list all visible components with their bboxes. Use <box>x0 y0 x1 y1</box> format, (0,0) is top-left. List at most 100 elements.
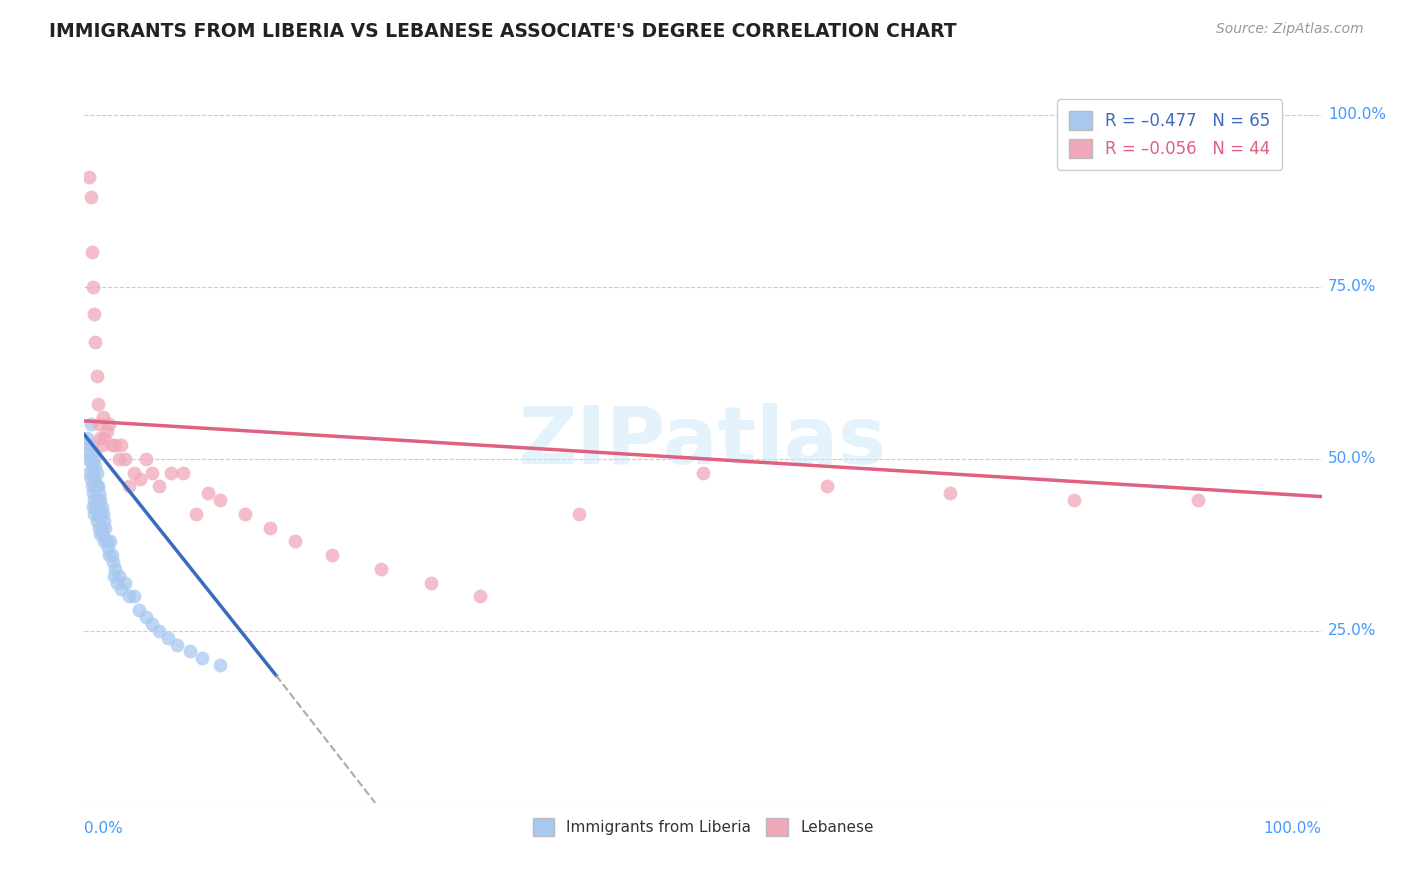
Point <box>83 472 105 486</box>
Point <box>89 527 111 541</box>
Point <box>568 507 591 521</box>
Point <box>108 568 131 582</box>
Point <box>96 424 118 438</box>
Point <box>91 507 114 521</box>
Point <box>90 520 112 534</box>
Point <box>370 562 392 576</box>
Point <box>82 500 104 514</box>
Point <box>148 624 170 638</box>
Point <box>86 369 108 384</box>
Point <box>83 507 105 521</box>
Text: 25.0%: 25.0% <box>1327 624 1376 639</box>
Point <box>96 534 118 549</box>
Point <box>93 534 115 549</box>
Point <box>93 431 115 445</box>
Point <box>86 493 108 508</box>
Point <box>87 493 110 508</box>
Point <box>80 245 103 260</box>
Point <box>86 514 108 528</box>
Point <box>86 479 108 493</box>
Point <box>191 651 214 665</box>
Point <box>166 638 188 652</box>
Point <box>84 458 107 473</box>
Point <box>90 500 112 514</box>
Y-axis label: Associate's Degree: Associate's Degree <box>0 368 7 515</box>
Point <box>94 520 117 534</box>
Point <box>110 582 132 597</box>
Point <box>184 507 207 521</box>
Point <box>157 631 180 645</box>
Point <box>83 307 105 321</box>
Point <box>98 417 121 432</box>
Point <box>79 466 101 480</box>
Point <box>172 466 194 480</box>
Point <box>84 334 107 349</box>
Point <box>89 520 111 534</box>
Point <box>129 472 152 486</box>
Point <box>128 603 150 617</box>
Point <box>79 472 101 486</box>
Point <box>82 486 104 500</box>
Point <box>233 507 256 521</box>
Point <box>103 568 125 582</box>
Point <box>141 616 163 631</box>
Text: 100.0%: 100.0% <box>1327 107 1386 122</box>
Point <box>79 417 101 432</box>
Point <box>93 514 115 528</box>
Point <box>80 438 103 452</box>
Point <box>815 479 838 493</box>
Text: 0.0%: 0.0% <box>84 821 124 836</box>
Point <box>209 493 232 508</box>
Point <box>77 438 100 452</box>
Point <box>91 527 114 541</box>
Point <box>1063 493 1085 508</box>
Point <box>1187 493 1209 508</box>
Point <box>91 410 114 425</box>
Point <box>84 500 107 514</box>
Point <box>105 575 128 590</box>
Point <box>135 610 157 624</box>
Point <box>89 431 111 445</box>
Point <box>86 466 108 480</box>
Point <box>97 541 120 556</box>
Point <box>87 479 110 493</box>
Point <box>79 445 101 459</box>
Legend: Immigrants from Liberia, Lebanese: Immigrants from Liberia, Lebanese <box>526 813 880 842</box>
Point <box>87 507 110 521</box>
Point <box>141 466 163 480</box>
Point <box>79 190 101 204</box>
Point <box>148 479 170 493</box>
Point <box>79 451 101 466</box>
Point <box>82 279 104 293</box>
Point <box>110 438 132 452</box>
Point <box>419 575 441 590</box>
Point <box>89 486 111 500</box>
Point <box>80 458 103 473</box>
Point <box>98 534 121 549</box>
Text: 75.0%: 75.0% <box>1327 279 1376 294</box>
Point <box>114 451 136 466</box>
Point <box>89 417 111 432</box>
Point <box>108 451 131 466</box>
Point <box>82 445 104 459</box>
Point <box>80 479 103 493</box>
Text: Source: ZipAtlas.com: Source: ZipAtlas.com <box>1216 22 1364 37</box>
Point <box>135 451 157 466</box>
Text: ZIPatlas: ZIPatlas <box>519 402 887 481</box>
Point <box>179 644 201 658</box>
Point <box>692 466 714 480</box>
Point <box>77 451 100 466</box>
Point <box>89 507 111 521</box>
Point <box>83 451 105 466</box>
Point <box>122 466 145 480</box>
Point <box>118 590 141 604</box>
Point <box>101 555 124 569</box>
Point <box>118 479 141 493</box>
Point <box>160 466 183 480</box>
Point <box>114 575 136 590</box>
Point <box>209 658 232 673</box>
Point <box>87 397 110 411</box>
Point <box>82 466 104 480</box>
Point <box>197 486 219 500</box>
Point <box>89 493 111 508</box>
